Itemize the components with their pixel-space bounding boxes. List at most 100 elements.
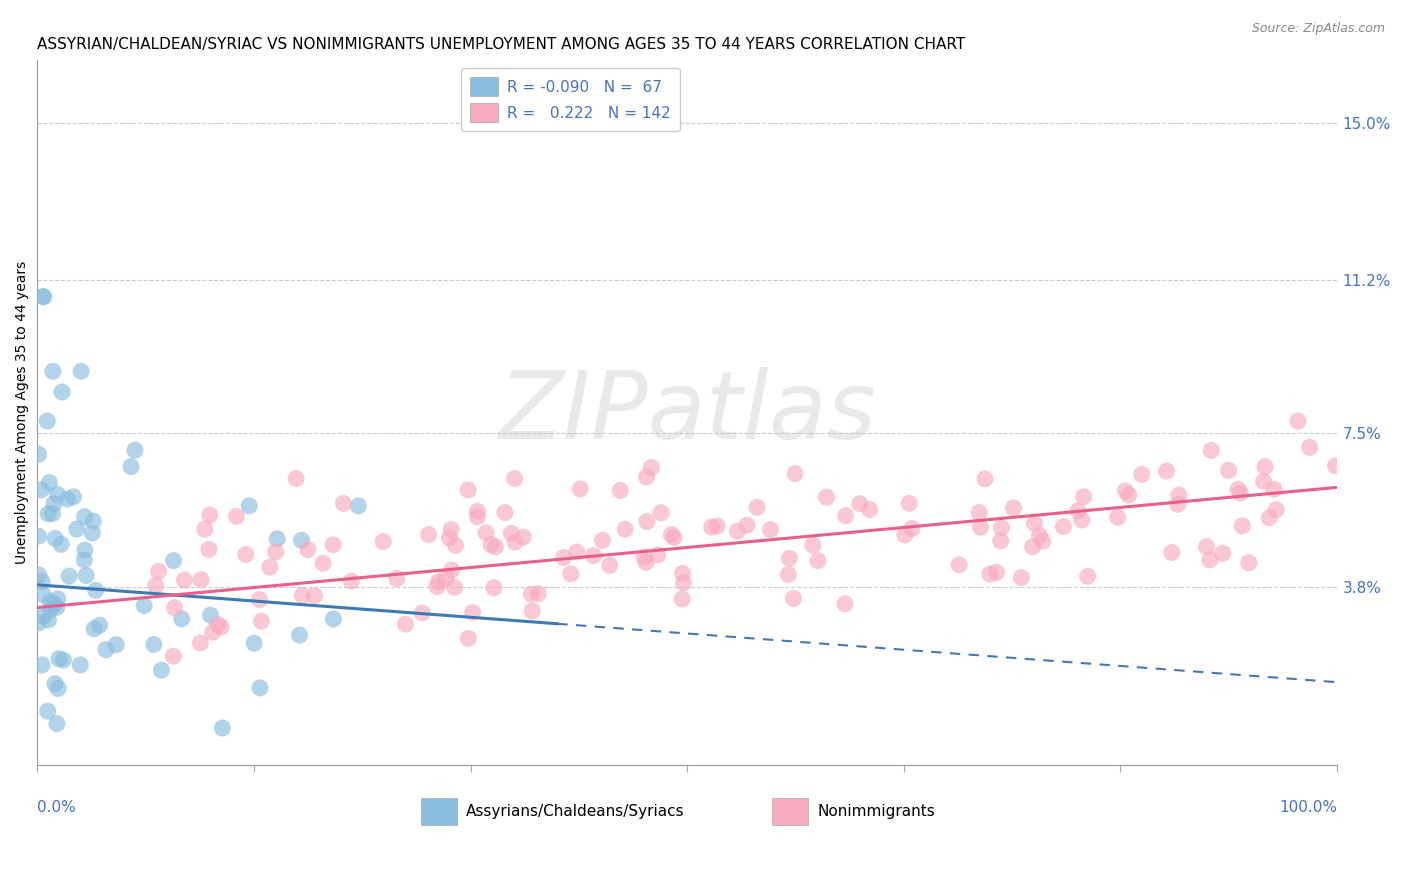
Point: [1199, 553, 1222, 567]
Point: [190, 636, 212, 650]
Point: [636, 515, 658, 529]
Point: [332, 496, 354, 510]
Text: ASSYRIAN/CHALDEAN/SYRIAC VS NONIMMIGRANTS UNEMPLOYMENT AMONG AGES 35 TO 44 YEARS: ASSYRIAN/CHALDEAN/SYRIAC VS NONIMMIGRANT…: [38, 37, 966, 53]
Point: [200, 608, 222, 623]
Point: [142, 638, 165, 652]
Point: [209, 620, 232, 634]
Point: [66, 522, 89, 536]
Point: [672, 575, 695, 590]
Point: [312, 557, 335, 571]
Point: [457, 632, 479, 646]
Point: [1028, 528, 1050, 542]
Point: [834, 597, 856, 611]
Point: [243, 636, 266, 650]
Point: [37, 613, 59, 627]
Point: [986, 566, 1008, 580]
Point: [27, 615, 49, 630]
Point: [290, 533, 312, 548]
Point: [948, 558, 970, 572]
Point: [426, 580, 449, 594]
Point: [194, 522, 217, 536]
Point: [440, 523, 463, 537]
Point: [1067, 504, 1090, 518]
Y-axis label: Unemployment Among Ages 35 to 44 years: Unemployment Among Ages 35 to 44 years: [15, 261, 30, 565]
Point: [32, 290, 55, 304]
Point: [249, 681, 271, 695]
Point: [735, 518, 758, 533]
Point: [633, 549, 655, 564]
FancyBboxPatch shape: [420, 798, 457, 825]
Point: [475, 525, 498, 540]
Point: [42, 496, 65, 510]
Point: [1286, 414, 1309, 428]
Point: [467, 504, 489, 518]
Text: 0.0%: 0.0%: [38, 800, 76, 815]
Point: [1167, 497, 1189, 511]
Point: [662, 531, 685, 545]
Point: [249, 592, 271, 607]
Point: [73, 553, 96, 567]
Point: [148, 565, 170, 579]
Point: [44, 532, 66, 546]
Point: [650, 506, 672, 520]
Point: [190, 573, 212, 587]
Point: [27, 568, 49, 582]
Point: [45, 716, 67, 731]
Point: [58, 569, 80, 583]
Point: [427, 574, 450, 589]
Point: [46, 681, 69, 696]
Point: [759, 523, 782, 537]
Point: [898, 496, 921, 510]
Point: [1199, 443, 1222, 458]
Text: Source: ZipAtlas.com: Source: ZipAtlas.com: [1251, 22, 1385, 36]
Point: [201, 625, 224, 640]
Point: [37, 507, 59, 521]
Point: [1212, 546, 1234, 560]
Point: [162, 649, 184, 664]
Point: [969, 520, 991, 534]
Point: [1052, 519, 1074, 533]
Point: [482, 581, 505, 595]
Point: [778, 551, 800, 566]
Point: [614, 522, 637, 536]
Point: [259, 560, 281, 574]
Point: [27, 447, 49, 461]
Point: [45, 600, 67, 615]
Point: [967, 506, 990, 520]
Point: [288, 628, 311, 642]
Point: [636, 555, 658, 569]
Point: [1114, 483, 1136, 498]
Point: [52, 653, 75, 667]
Point: [173, 573, 195, 587]
Point: [163, 600, 186, 615]
Point: [990, 533, 1012, 548]
Point: [385, 572, 408, 586]
Point: [170, 612, 193, 626]
Point: [411, 606, 433, 620]
Point: [51, 537, 73, 551]
Point: [69, 657, 91, 672]
Point: [1130, 467, 1153, 482]
Point: [418, 527, 440, 541]
Point: [1195, 540, 1218, 554]
Point: [31, 574, 53, 589]
Point: [94, 642, 117, 657]
Point: [1160, 545, 1182, 559]
Point: [347, 499, 370, 513]
Point: [990, 521, 1012, 535]
Text: ZIPatlas: ZIPatlas: [498, 368, 876, 458]
Point: [1118, 488, 1140, 502]
Point: [901, 522, 924, 536]
Point: [207, 617, 229, 632]
Point: [807, 554, 830, 568]
Point: [48, 652, 70, 666]
Point: [120, 459, 142, 474]
Point: [725, 524, 748, 539]
Point: [42, 364, 65, 378]
Point: [1263, 483, 1285, 497]
Point: [661, 527, 683, 541]
Point: [1253, 475, 1275, 489]
Point: [30, 483, 52, 497]
Point: [1254, 459, 1277, 474]
Point: [56, 491, 79, 506]
